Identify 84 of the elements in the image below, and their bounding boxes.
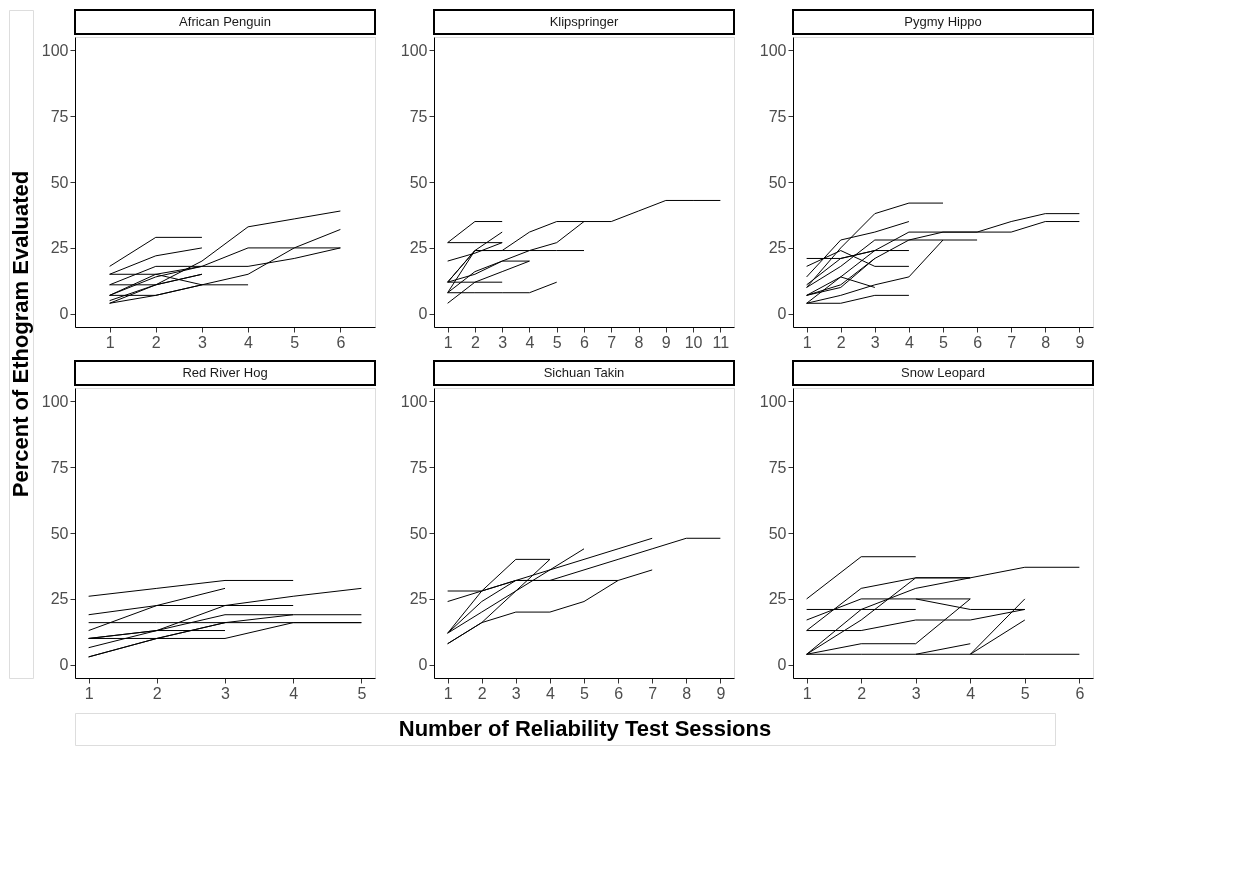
- chart-title: African Penguin: [179, 14, 271, 29]
- y-tick-label: 75: [409, 107, 428, 125]
- x-tick-label: 9: [716, 684, 726, 702]
- y-tick-label: 100: [400, 41, 428, 59]
- x-tick-label: 5: [580, 684, 590, 702]
- y-tick-label: 0: [777, 656, 787, 674]
- x-tick-label: 2: [470, 333, 480, 351]
- x-tick-label: 6: [580, 333, 590, 351]
- x-tick-label: 1: [84, 684, 94, 702]
- x-tick-label: 4: [966, 684, 976, 702]
- x-tick-label: 1: [443, 684, 453, 702]
- y-tick-label: 100: [400, 392, 428, 410]
- y-tick-label: 75: [409, 458, 428, 476]
- x-tick-label: 6: [336, 333, 346, 351]
- x-tick-label: 6: [1075, 684, 1085, 702]
- x-tick-label: 2: [836, 333, 846, 351]
- x-tick-label: 2: [152, 684, 162, 702]
- y-tick-label: 100: [41, 41, 69, 59]
- y-tick-label: 100: [759, 41, 787, 59]
- y-tick-label: 0: [418, 305, 428, 323]
- y-tick-label: 25: [409, 239, 428, 257]
- x-tick-label: 3: [197, 333, 207, 351]
- y-axis-title: Percent of Ethogram Evaluated: [8, 170, 33, 498]
- x-tick-label: 2: [151, 333, 161, 351]
- x-tick-label: 3: [911, 684, 921, 702]
- chart-title: Sichuan Takin: [543, 365, 625, 380]
- x-tick-label: 5: [552, 333, 562, 351]
- x-tick-label: 9: [661, 333, 671, 351]
- x-tick-label: 6: [973, 333, 983, 351]
- x-tick-label: 3: [870, 333, 880, 351]
- x-tick-label: 5: [939, 333, 949, 351]
- x-tick-label: 5: [1020, 684, 1030, 702]
- x-tick-label: 4: [525, 333, 535, 351]
- y-tick-label: 50: [409, 173, 428, 191]
- x-tick-label: 1: [105, 333, 115, 351]
- y-tick-label: 75: [768, 107, 787, 125]
- y-tick-label: 50: [409, 524, 428, 542]
- x-tick-label: 3: [498, 333, 508, 351]
- y-tick-label: 50: [768, 173, 787, 191]
- y-tick-label: 50: [50, 173, 69, 191]
- x-tick-label: 6: [614, 684, 624, 702]
- x-tick-label: 3: [511, 684, 521, 702]
- y-tick-label: 0: [59, 305, 69, 323]
- chart-title: Red River Hog: [182, 365, 268, 380]
- x-tick-label: 7: [1007, 333, 1017, 351]
- x-tick-label: 4: [289, 684, 299, 702]
- y-tick-label: 100: [759, 392, 787, 410]
- x-tick-label: 8: [682, 684, 692, 702]
- y-tick-label: 75: [50, 458, 69, 476]
- y-tick-label: 50: [768, 524, 787, 542]
- x-tick-label: 1: [802, 684, 812, 702]
- chart-title: Klipspringer: [549, 14, 619, 29]
- y-tick-label: 0: [59, 656, 69, 674]
- x-tick-label: 9: [1075, 333, 1085, 351]
- x-tick-label: 8: [1041, 333, 1051, 351]
- y-tick-label: 25: [50, 239, 69, 257]
- x-tick-label: 8: [634, 333, 644, 351]
- x-tick-label: 1: [802, 333, 812, 351]
- y-tick-label: 50: [50, 524, 69, 542]
- x-tick-label: 2: [477, 684, 487, 702]
- y-tick-label: 75: [768, 458, 787, 476]
- x-tick-label: 4: [904, 333, 914, 351]
- x-tick-label: 4: [545, 684, 555, 702]
- chart-title: Pygmy Hippo: [904, 14, 982, 29]
- y-tick-label: 0: [777, 305, 787, 323]
- x-axis-title: Number of Reliability Test Sessions: [398, 716, 772, 741]
- y-tick-label: 0: [418, 656, 428, 674]
- y-tick-label: 25: [768, 239, 787, 257]
- x-tick-label: 5: [357, 684, 367, 702]
- y-tick-label: 25: [768, 590, 787, 608]
- x-tick-label: 7: [607, 333, 617, 351]
- x-tick-label: 11: [712, 333, 730, 351]
- x-tick-label: 7: [648, 684, 658, 702]
- chart-title: Snow Leopard: [901, 365, 985, 380]
- y-tick-label: 25: [409, 590, 428, 608]
- x-tick-label: 3: [221, 684, 231, 702]
- x-tick-label: 4: [244, 333, 254, 351]
- y-tick-label: 25: [50, 590, 69, 608]
- x-tick-label: 2: [857, 684, 867, 702]
- x-tick-label: 10: [684, 333, 703, 351]
- y-tick-label: 75: [50, 107, 69, 125]
- x-tick-label: 1: [443, 333, 453, 351]
- y-tick-label: 100: [41, 392, 69, 410]
- x-tick-label: 5: [290, 333, 300, 351]
